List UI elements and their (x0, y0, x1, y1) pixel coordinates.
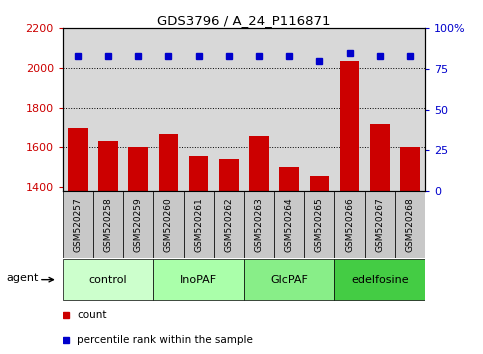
Text: InoPAF: InoPAF (180, 275, 217, 285)
Bar (310, 176, 329, 191)
Text: agent: agent (6, 273, 39, 282)
Bar (68, 127, 88, 191)
Text: GlcPAF: GlcPAF (270, 275, 308, 285)
FancyBboxPatch shape (334, 191, 365, 258)
Bar (400, 148, 420, 191)
Text: GSM520265: GSM520265 (315, 198, 324, 252)
Bar (98, 141, 118, 191)
Bar (128, 148, 148, 191)
Text: percentile rank within the sample: percentile rank within the sample (77, 335, 253, 344)
Text: control: control (89, 275, 128, 285)
Text: GSM520263: GSM520263 (255, 198, 264, 252)
Text: count: count (77, 310, 107, 320)
FancyBboxPatch shape (63, 259, 154, 300)
FancyBboxPatch shape (123, 191, 154, 258)
Bar (158, 133, 178, 191)
Bar (279, 167, 299, 191)
Text: GSM520257: GSM520257 (73, 198, 83, 252)
FancyBboxPatch shape (244, 191, 274, 258)
Text: GSM520264: GSM520264 (284, 198, 294, 252)
Text: GSM520259: GSM520259 (134, 198, 143, 252)
FancyBboxPatch shape (395, 191, 425, 258)
FancyBboxPatch shape (213, 191, 244, 258)
FancyBboxPatch shape (93, 191, 123, 258)
Text: GSM520258: GSM520258 (103, 198, 113, 252)
FancyBboxPatch shape (184, 191, 213, 258)
Text: GSM520268: GSM520268 (405, 198, 414, 252)
Text: GSM520267: GSM520267 (375, 198, 384, 252)
Bar (249, 136, 269, 191)
Bar (219, 159, 239, 191)
FancyBboxPatch shape (365, 191, 395, 258)
Text: GSM520260: GSM520260 (164, 198, 173, 252)
Text: GSM520266: GSM520266 (345, 198, 354, 252)
Bar (340, 61, 359, 191)
FancyBboxPatch shape (304, 191, 334, 258)
FancyBboxPatch shape (154, 259, 244, 300)
FancyBboxPatch shape (274, 191, 304, 258)
Bar (370, 124, 390, 191)
Text: edelfosine: edelfosine (351, 275, 409, 285)
Text: GSM520261: GSM520261 (194, 198, 203, 252)
Title: GDS3796 / A_24_P116871: GDS3796 / A_24_P116871 (157, 14, 331, 27)
FancyBboxPatch shape (154, 191, 184, 258)
Text: GSM520262: GSM520262 (224, 198, 233, 252)
FancyBboxPatch shape (244, 259, 334, 300)
Bar (189, 156, 209, 191)
FancyBboxPatch shape (63, 191, 93, 258)
FancyBboxPatch shape (334, 259, 425, 300)
